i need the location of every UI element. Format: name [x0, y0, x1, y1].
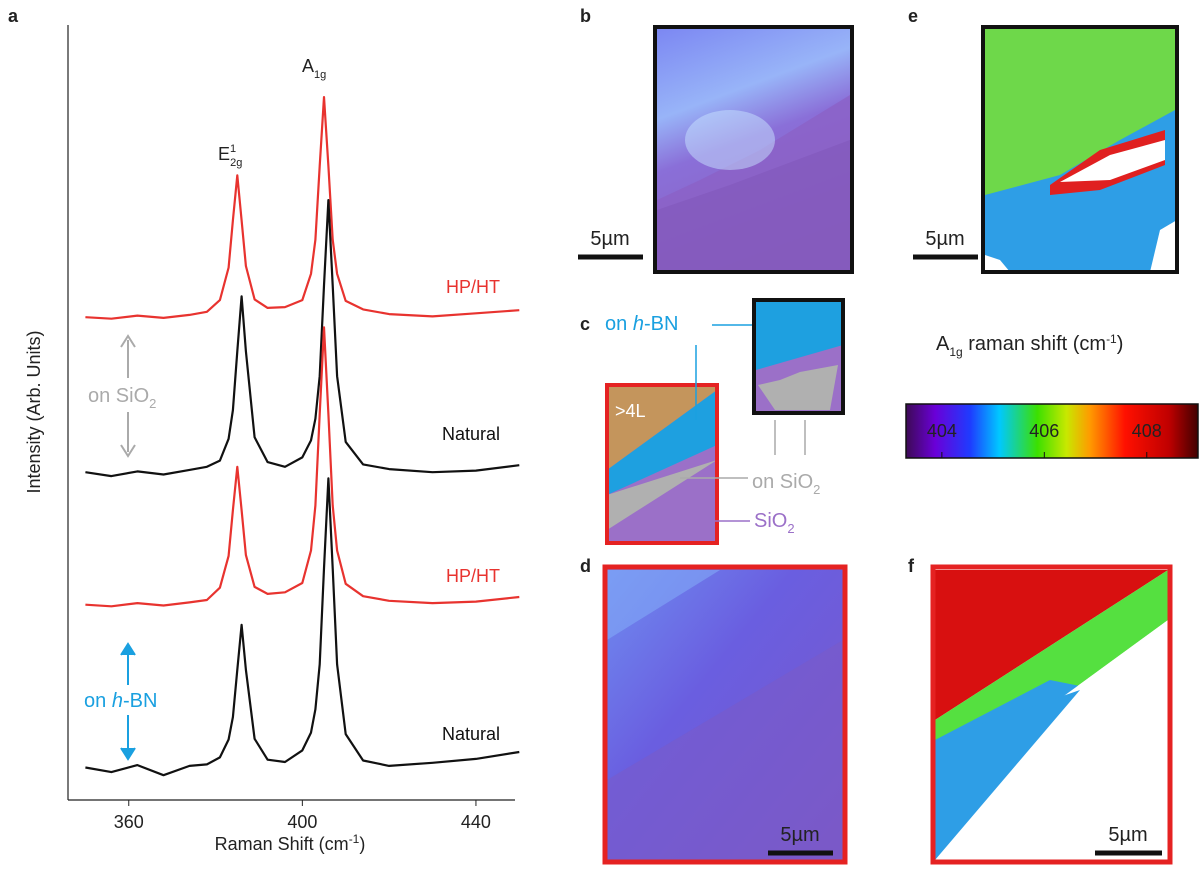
panel-label: e: [908, 6, 918, 26]
annotation: on h-BN: [84, 690, 157, 712]
x-axis-label: Raman Shift (cm-1): [215, 832, 366, 854]
cb-sub: 1g: [949, 345, 962, 359]
label-sub: 2: [813, 482, 820, 497]
scale-bar-label: 5µm: [925, 228, 964, 250]
image-e: [981, 25, 1179, 274]
series-line: [85, 326, 520, 608]
series-label: HP/HT: [446, 277, 500, 297]
colorbar-ticks: 404 406 408: [927, 421, 1162, 458]
scale-bar-label: 5µm: [590, 228, 629, 250]
panel-label: a: [8, 6, 19, 26]
x-label-sup: -1: [349, 832, 360, 846]
peak-sub: 2g: [230, 157, 242, 169]
label-sub: 2: [787, 521, 794, 536]
series-line: [85, 96, 520, 320]
diagram-label: on SiO2: [752, 471, 820, 497]
peak-sup: 1: [230, 143, 236, 155]
colorbar-tick-label: 406: [1029, 421, 1059, 441]
label-post: -BN: [644, 313, 678, 335]
peak-main: A: [302, 56, 314, 76]
peak-sub: 1g: [314, 69, 326, 81]
panel-label: d: [580, 556, 591, 576]
scale-bars: 5µm 5µm 5µm 5µm: [578, 228, 1162, 856]
panel-labels: a b c d e f: [8, 6, 918, 576]
peak-main: E: [218, 144, 230, 164]
label-pre: on: [605, 313, 633, 335]
ann-pre: on: [84, 690, 112, 712]
sio2-annotation: on SiO2: [88, 334, 156, 458]
image-d: [602, 564, 848, 865]
peak-label: A1g: [302, 56, 326, 81]
series-line: [85, 477, 520, 777]
label-text: on SiO: [752, 471, 813, 493]
x-label-close: ): [359, 834, 365, 854]
series-label: Natural: [442, 724, 500, 744]
image-b: [653, 25, 854, 274]
ann-italic: h: [112, 690, 123, 712]
x-tick-label: 440: [461, 812, 491, 832]
diagram-label: SiO2: [754, 510, 795, 536]
peak-label: E1 2g: [218, 143, 242, 169]
ann-post: -BN: [123, 690, 157, 712]
ann-sub: 2: [149, 396, 156, 411]
series-label: HP/HT: [446, 566, 500, 586]
image-f: [930, 564, 1173, 865]
cb-close: ): [1117, 333, 1124, 355]
series-line: [85, 199, 520, 478]
panel-label: f: [908, 556, 915, 576]
cb-sup: -1: [1106, 332, 1117, 346]
layer-label: >4L: [615, 401, 646, 421]
cb-text: raman shift (cm: [963, 333, 1106, 355]
cb-main: A: [936, 333, 950, 355]
colorbar-title: A1g raman shift (cm-1): [936, 332, 1123, 359]
x-tick-label: 360: [114, 812, 144, 832]
scale-bar-label: 5µm: [780, 824, 819, 846]
diagram-c: >4L on h-BN on SiO2 SiO2: [605, 298, 845, 545]
scale-bar-label: 5µm: [1108, 824, 1147, 846]
panel-label: b: [580, 6, 591, 26]
label-italic: h: [633, 313, 644, 335]
colorbar-tick-label: 408: [1132, 421, 1162, 441]
panel-label: c: [580, 314, 590, 334]
x-label-text: Raman Shift (cm: [215, 834, 349, 854]
colorbar-tick-label: 404: [927, 421, 957, 441]
annotation: on SiO2: [88, 385, 156, 411]
hbn-annotation: on h-BN: [84, 642, 157, 761]
label-text: SiO: [754, 510, 787, 532]
colorbar: [905, 403, 1199, 459]
y-axis-label: Intensity (Arb. Units): [24, 330, 44, 493]
diagram-label: on h-BN: [605, 313, 678, 335]
series-label: Natural: [442, 424, 500, 444]
ann-text: on SiO: [88, 385, 149, 407]
x-tick-label: 400: [287, 812, 317, 832]
plot-a: 360 400 440 HP/HT Natural HP/HT Natural: [67, 25, 520, 832]
